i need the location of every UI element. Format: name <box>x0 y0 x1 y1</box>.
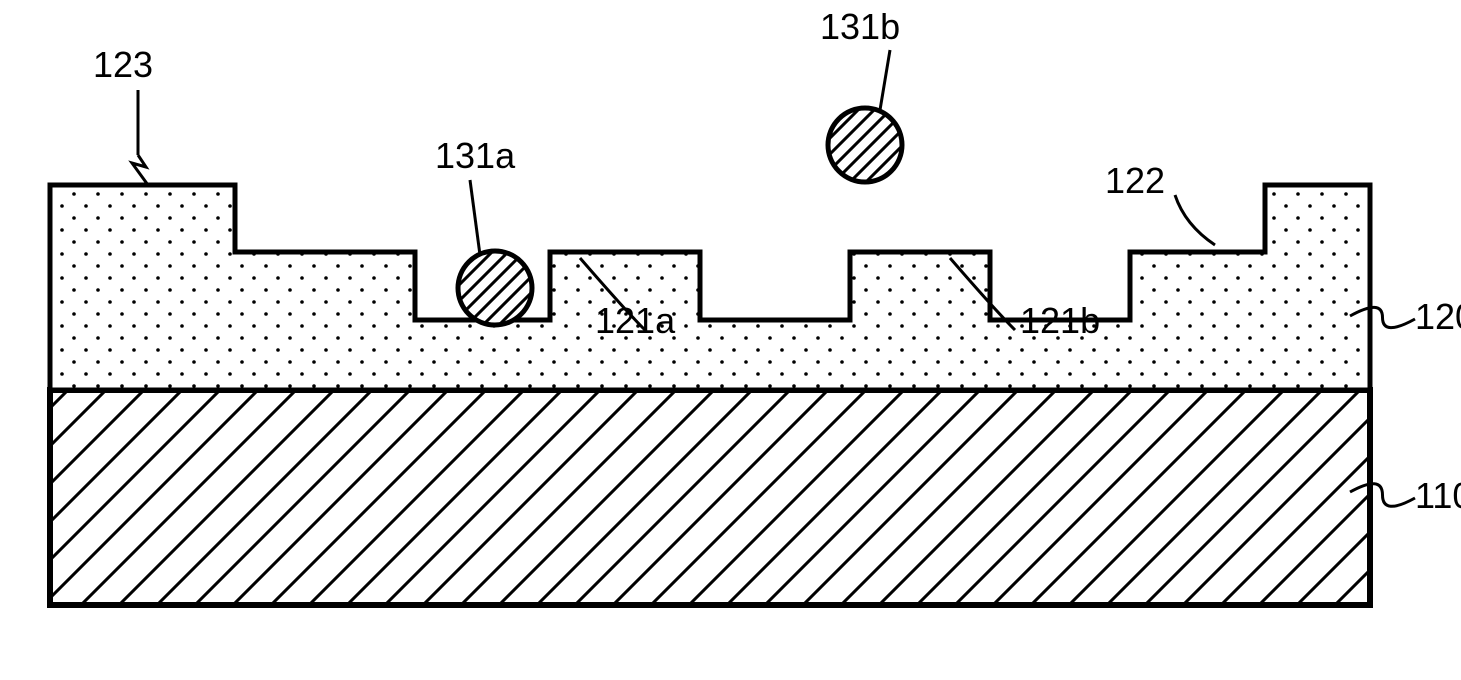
label-120: 120 <box>1415 296 1461 338</box>
label-110: 110 <box>1415 475 1461 517</box>
label-121a: 121a <box>595 300 675 342</box>
label-123: 123 <box>93 44 153 86</box>
label-131b: 131b <box>820 6 900 48</box>
label-122: 122 <box>1105 160 1165 202</box>
diagram-svg <box>20 20 1461 660</box>
label-121b: 121b <box>1020 300 1100 342</box>
figure-container: 123 131a 131b 122 121a 121b 120 110 <box>20 20 1461 660</box>
label-131a: 131a <box>435 135 515 177</box>
